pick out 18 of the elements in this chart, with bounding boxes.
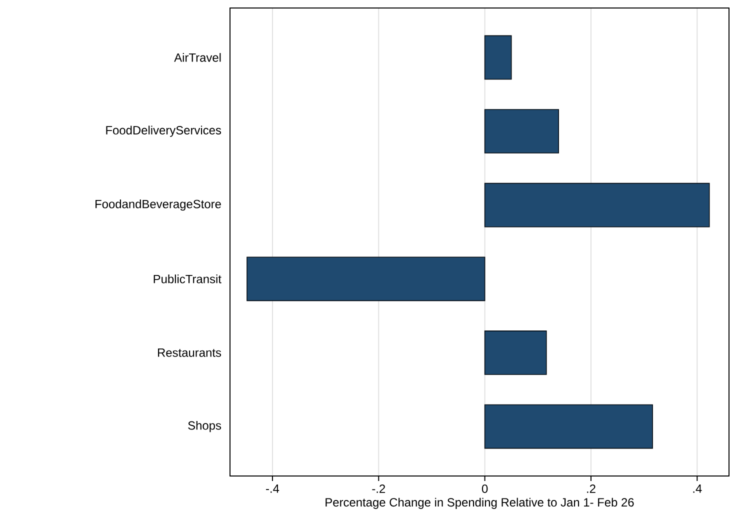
bar	[246, 256, 486, 302]
bar	[484, 109, 559, 154]
bar	[484, 330, 547, 375]
x-tick-label: 0	[482, 484, 488, 493]
bar	[484, 404, 653, 449]
y-tick-label: AirTravel	[174, 53, 221, 62]
x-axis-title: Percentage Change in Spending Relative to Jan 1- Feb 26	[326, 498, 634, 509]
bar	[484, 182, 710, 228]
y-tick-label: FoodDeliveryServices	[106, 126, 222, 137]
x-tick-label: -.4	[266, 484, 280, 493]
x-tick-label: .4	[693, 484, 702, 493]
x-tick-label: -.2	[372, 484, 386, 493]
bar	[484, 35, 512, 80]
y-tick-label: Restaurants	[158, 348, 222, 357]
y-tick-label: FoodandBeverageStore	[96, 200, 221, 211]
y-tick-label: PublicTransit	[154, 274, 222, 284]
y-tick-label: Shops	[188, 420, 222, 432]
x-tick-label: .2	[587, 484, 596, 493]
